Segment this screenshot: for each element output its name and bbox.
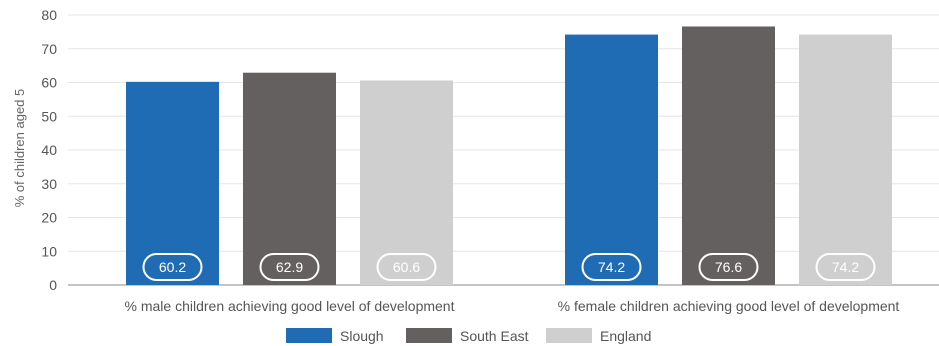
bar — [243, 72, 336, 286]
y-axis-ticks: 0 10 20 30 40 50 60 70 80 — [41, 7, 57, 293]
bar — [682, 26, 775, 285]
category-labels: % male children achieving good level of … — [125, 298, 900, 314]
legend-swatch — [286, 328, 332, 343]
legend-swatch — [546, 328, 592, 343]
y-tick-label: 70 — [41, 41, 57, 57]
legend-label: England — [600, 328, 651, 344]
data-label-pill — [259, 253, 320, 281]
y-tick-label: 0 — [49, 277, 57, 293]
bar — [360, 80, 453, 285]
category-label: % male children achieving good level of … — [125, 298, 455, 314]
data-label-pill — [376, 253, 437, 281]
y-tick-label: 10 — [41, 243, 57, 259]
bar — [565, 34, 658, 286]
legend-label: Slough — [340, 328, 384, 344]
data-label: 76.6 — [715, 259, 742, 275]
legend-swatch — [406, 328, 452, 343]
bar — [126, 81, 219, 285]
y-tick-label: 80 — [41, 7, 57, 23]
y-tick-label: 40 — [41, 142, 57, 158]
data-label-pill — [581, 253, 642, 281]
legend: Slough South East England — [286, 328, 651, 344]
legend-label: South East — [460, 328, 529, 344]
data-label: 60.2 — [159, 259, 186, 275]
data-label-pill — [698, 253, 759, 281]
data-label: 62.9 — [276, 259, 303, 275]
y-tick-label: 60 — [41, 75, 57, 91]
y-tick-label: 30 — [41, 176, 57, 192]
bar — [799, 34, 892, 286]
bars — [126, 26, 892, 286]
data-label-pill — [142, 253, 203, 281]
data-label: 60.6 — [393, 259, 420, 275]
data-label: 74.2 — [832, 259, 859, 275]
y-tick-label: 20 — [41, 210, 57, 226]
category-label: % female children achieving good level o… — [558, 298, 900, 314]
data-label-pill — [815, 253, 876, 281]
data-labels: 60.2 62.9 60.6 74.2 76.6 74.2 — [142, 253, 876, 281]
data-label: 74.2 — [598, 259, 625, 275]
y-axis-label: % of children aged 5 — [12, 89, 27, 208]
y-tick-label: 50 — [41, 108, 57, 124]
